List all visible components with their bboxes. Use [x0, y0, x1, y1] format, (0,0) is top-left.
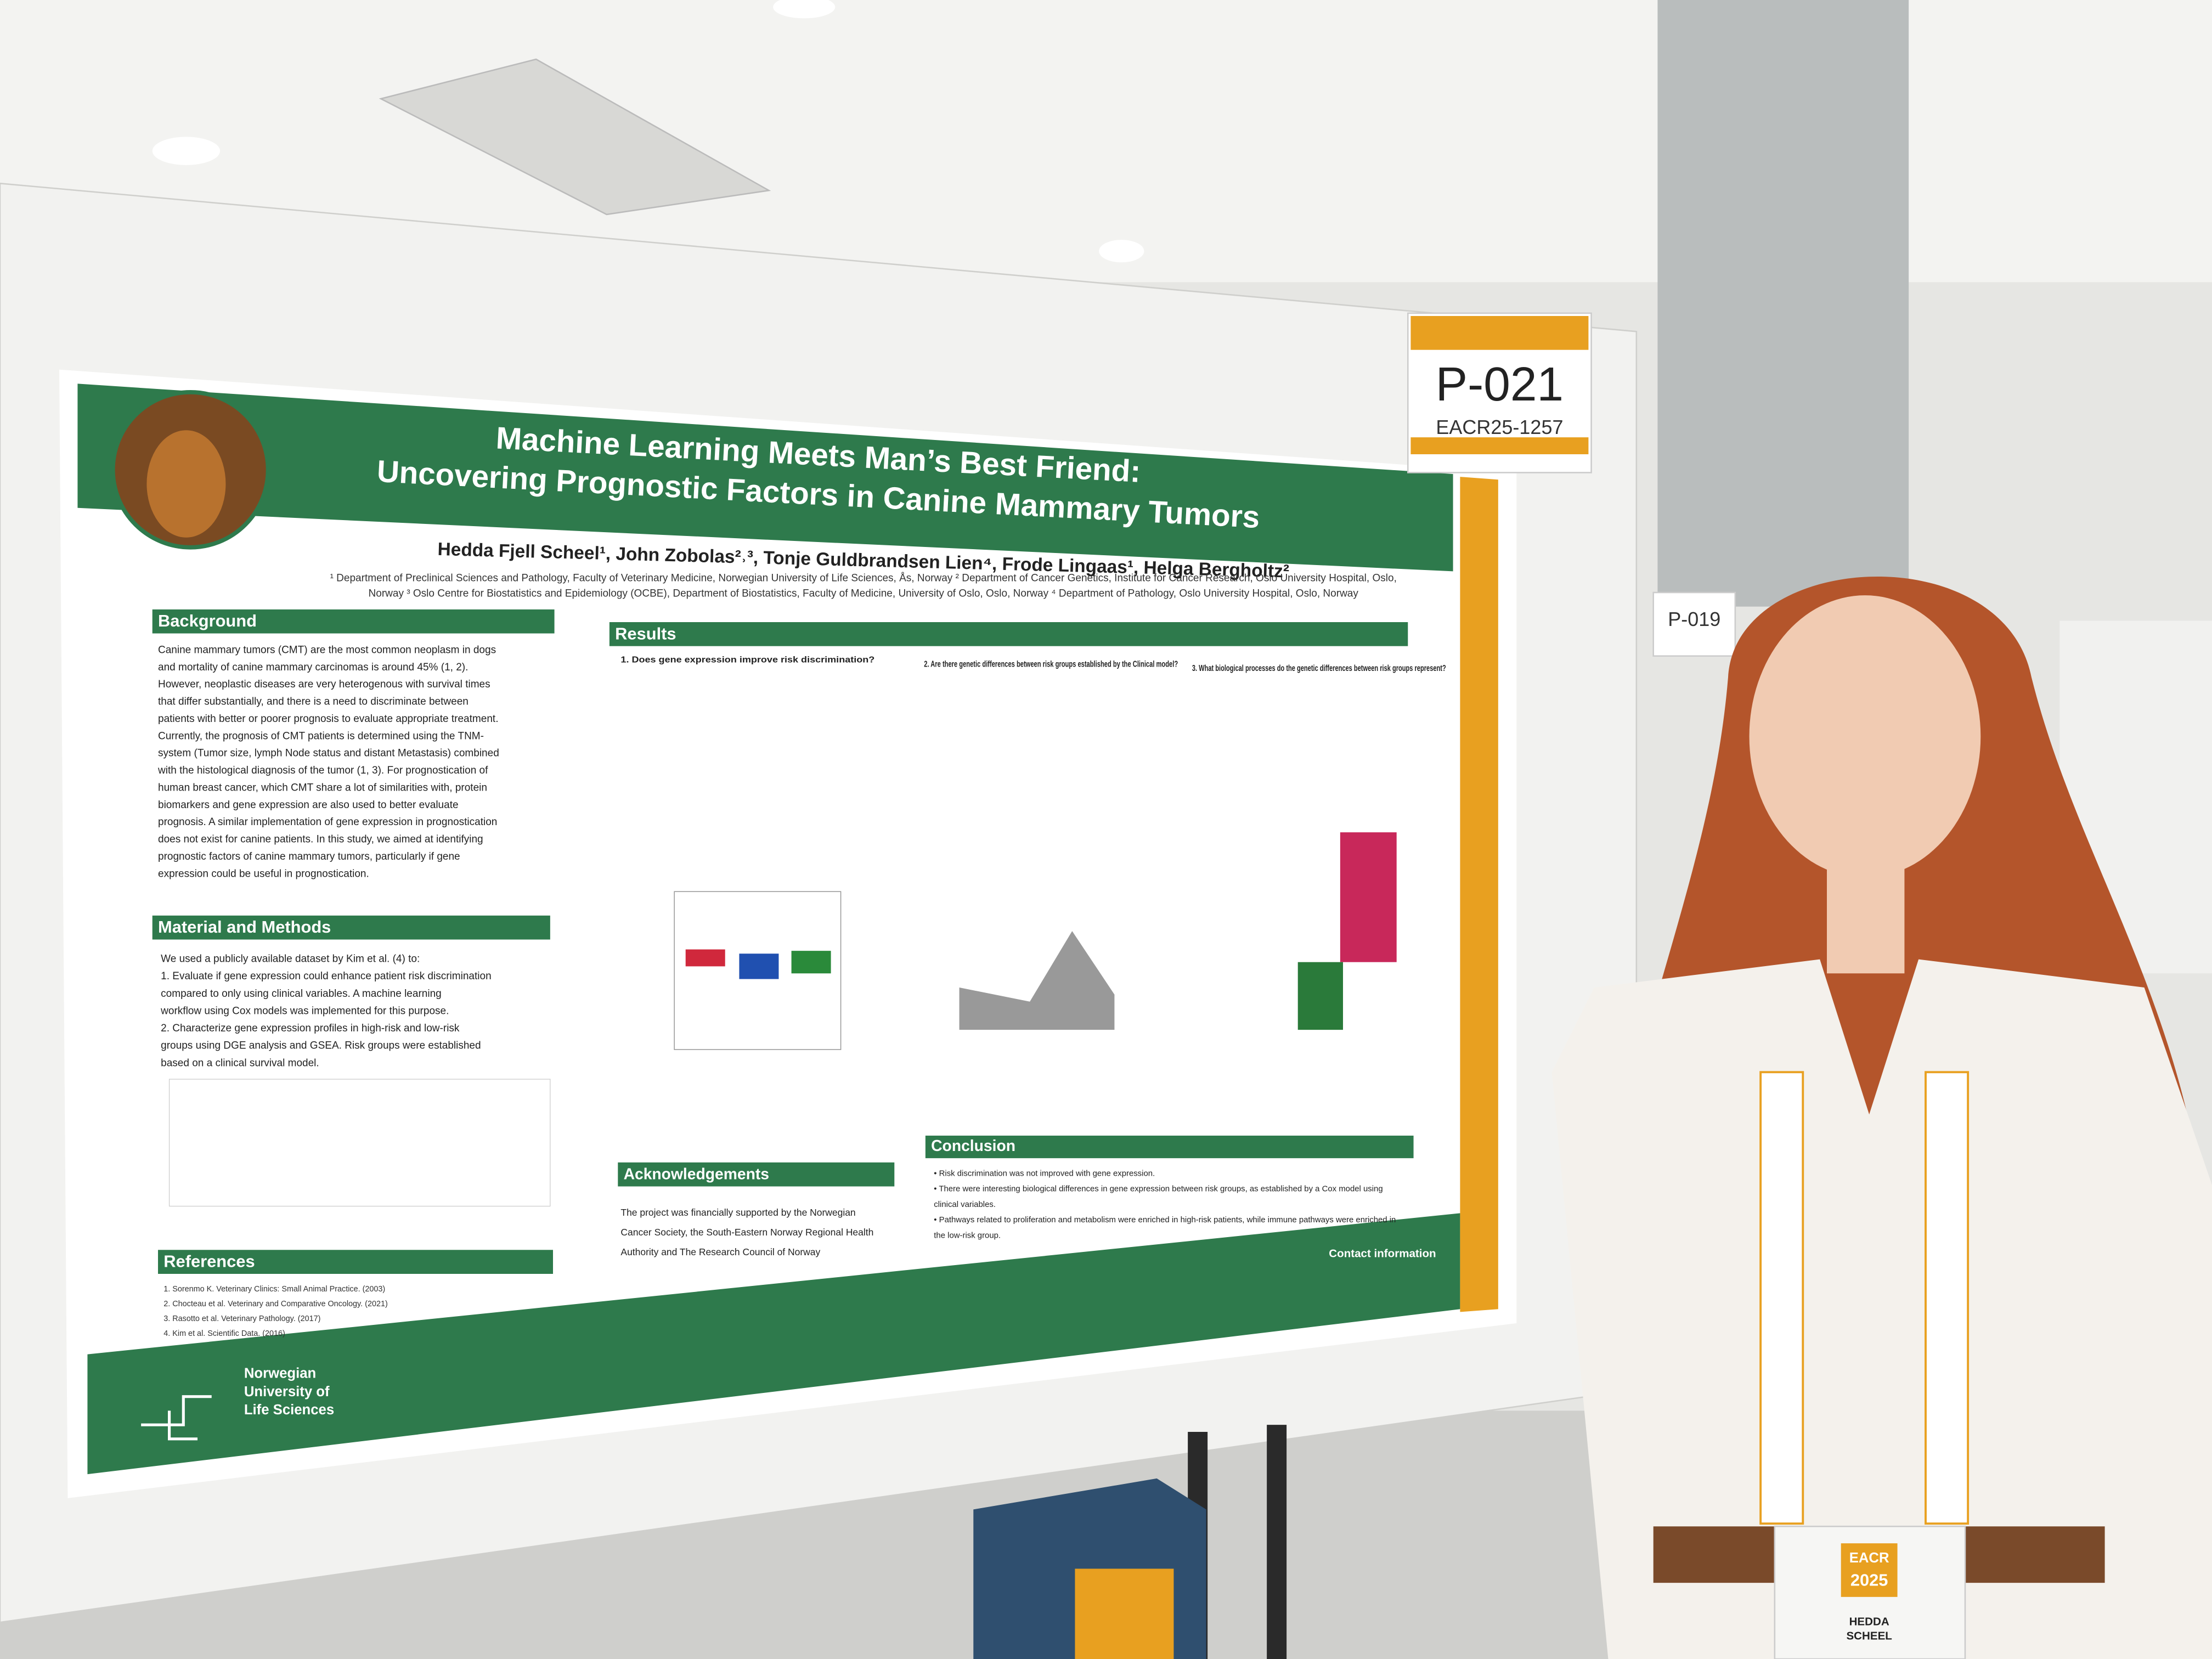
reference: 1. Sorenmo K. Veterinary Clinics: Small … [163, 1285, 385, 1294]
gsea-bars-up [1340, 832, 1397, 962]
section-heading: Acknowledgements [624, 1165, 769, 1182]
body-text: clinical variables. [934, 1200, 996, 1209]
figure-box [791, 951, 831, 974]
section-heading: Results [615, 624, 676, 643]
badge-name: HEDDA [1849, 1616, 1889, 1628]
workflow-figure [168, 1079, 551, 1207]
top [1551, 959, 2212, 1659]
body-text: based on a clinical survival model. [161, 1057, 319, 1069]
lanyard [1759, 1071, 1804, 1525]
lanyard [1925, 1071, 1970, 1525]
reference: 4. Kim et al. Scientific Data. (2016) [163, 1329, 285, 1338]
body-text: Authority and The Research Council of No… [620, 1246, 820, 1257]
ceiling-light [1099, 240, 1144, 263]
affiliation: Norway ³ Oslo Centre for Biostatistics a… [369, 588, 1359, 600]
body-text: expression could be useful in prognostic… [158, 868, 369, 879]
section-heading: References [163, 1252, 255, 1271]
heading-box [152, 609, 555, 634]
body-text: does not exist for canine patients. In t… [158, 834, 483, 845]
body-text: human breast cancer, which CMT share a l… [158, 782, 487, 793]
logo-text: Norwegian [244, 1365, 316, 1381]
body-text: patients with better or poorer prognosis… [158, 713, 498, 725]
poster-id: EACR25-1257 [1436, 416, 1563, 438]
badge-logo [1841, 1543, 1898, 1597]
reference: 2. Chocteau et al. Veterinary and Compar… [163, 1300, 388, 1308]
poster [59, 369, 1517, 1498]
side-strip [1460, 477, 1498, 1312]
gsea-bars-down [1297, 962, 1343, 1030]
poster-number: P-021 [1436, 357, 1564, 411]
results-question: 1. Does gene expression improve risk dis… [620, 656, 874, 665]
contact-heading: Contact information [1329, 1247, 1436, 1260]
neighbor-sign [1652, 591, 1736, 657]
body-text: The project was financially supported by… [620, 1207, 855, 1218]
body-text: We used a publicly available dataset by … [161, 953, 420, 965]
heading-box [618, 1162, 895, 1187]
affiliation: ¹ Department of Preclinical Sciences and… [330, 572, 1397, 584]
body-text: the low-risk group. [934, 1232, 1001, 1240]
body-text: that differ substantially, and there is … [158, 696, 469, 708]
body-text: 2. Characterize gene expression profiles… [161, 1023, 460, 1034]
boxplot-figure [674, 891, 842, 1050]
body-text: • There were interesting biological diff… [934, 1185, 1383, 1194]
heading-box [609, 622, 1408, 646]
sign-footer [1410, 437, 1589, 454]
header-band [77, 383, 1453, 572]
body-text: biomarkers and gene expression are also … [158, 799, 459, 811]
section-heading: Conclusion [931, 1137, 1015, 1154]
body-text: • Pathways related to proliferation and … [934, 1216, 1396, 1224]
ceiling-vent [379, 58, 771, 216]
body-text: system (Tumor size, lymph Node status an… [158, 748, 499, 759]
logo-text: University of [244, 1384, 330, 1400]
body-text: with the histological diagnosis of the t… [157, 765, 488, 776]
ceiling-light [773, 0, 836, 19]
badge-name: SCHEEL [1846, 1629, 1892, 1642]
neck [1827, 860, 1905, 974]
board-leg [1267, 1425, 1287, 1659]
ceiling-light [152, 137, 221, 165]
body-text: workflow using Cox models was implemente… [160, 1005, 449, 1017]
body-text: Canine mammary tumors (CMT) are the most… [158, 644, 496, 656]
body-text: compared to only using clinical variable… [161, 988, 442, 1000]
section-heading: Material and Methods [158, 917, 331, 936]
body-text: groups using DGE analysis and GSEA. Risk… [161, 1040, 481, 1052]
body-text: prognosis. A similar implementation of g… [158, 816, 497, 828]
heading-box [925, 1136, 1414, 1159]
face [1749, 595, 1981, 878]
box-logo [1075, 1568, 1174, 1659]
footer-band [87, 1213, 1460, 1475]
body-text: However, neoplastic diseases are very he… [158, 679, 490, 690]
body-text: Cancer Society, the South-Eastern Norway… [620, 1227, 873, 1238]
volcano-plot [959, 931, 1115, 1030]
heading-box [152, 915, 550, 940]
heading-box [158, 1250, 553, 1274]
body-text: prognostic factors of canine mammary tum… [158, 851, 460, 862]
section-heading: Background [158, 611, 257, 630]
neighbor-number: P-019 [1668, 608, 1720, 630]
body-text: • Risk discrimination was not improved w… [934, 1169, 1155, 1178]
badge-event: EACR [1849, 1550, 1889, 1566]
figure-box [739, 953, 779, 979]
logo-text: Life Sciences [244, 1402, 334, 1418]
badge-event: 2025 [1850, 1571, 1888, 1590]
dog [146, 430, 226, 538]
pillar [1657, 0, 1909, 607]
logo-mark [141, 1395, 212, 1441]
results-question: 3. What biological processes do the gene… [1192, 664, 1446, 673]
sign-header [1410, 316, 1589, 350]
body-text: Currently, the prognosis of CMT patients… [158, 730, 484, 742]
body-text: and mortality of canine mammary carcinom… [158, 662, 468, 673]
reference: 3. Rasotto et al. Veterinary Pathology. … [163, 1314, 320, 1323]
figure-box [685, 949, 725, 967]
body-text: 1. Evaluate if gene expression could enh… [161, 970, 492, 982]
results-question: 2. Are there genetic differences between… [924, 659, 1178, 669]
